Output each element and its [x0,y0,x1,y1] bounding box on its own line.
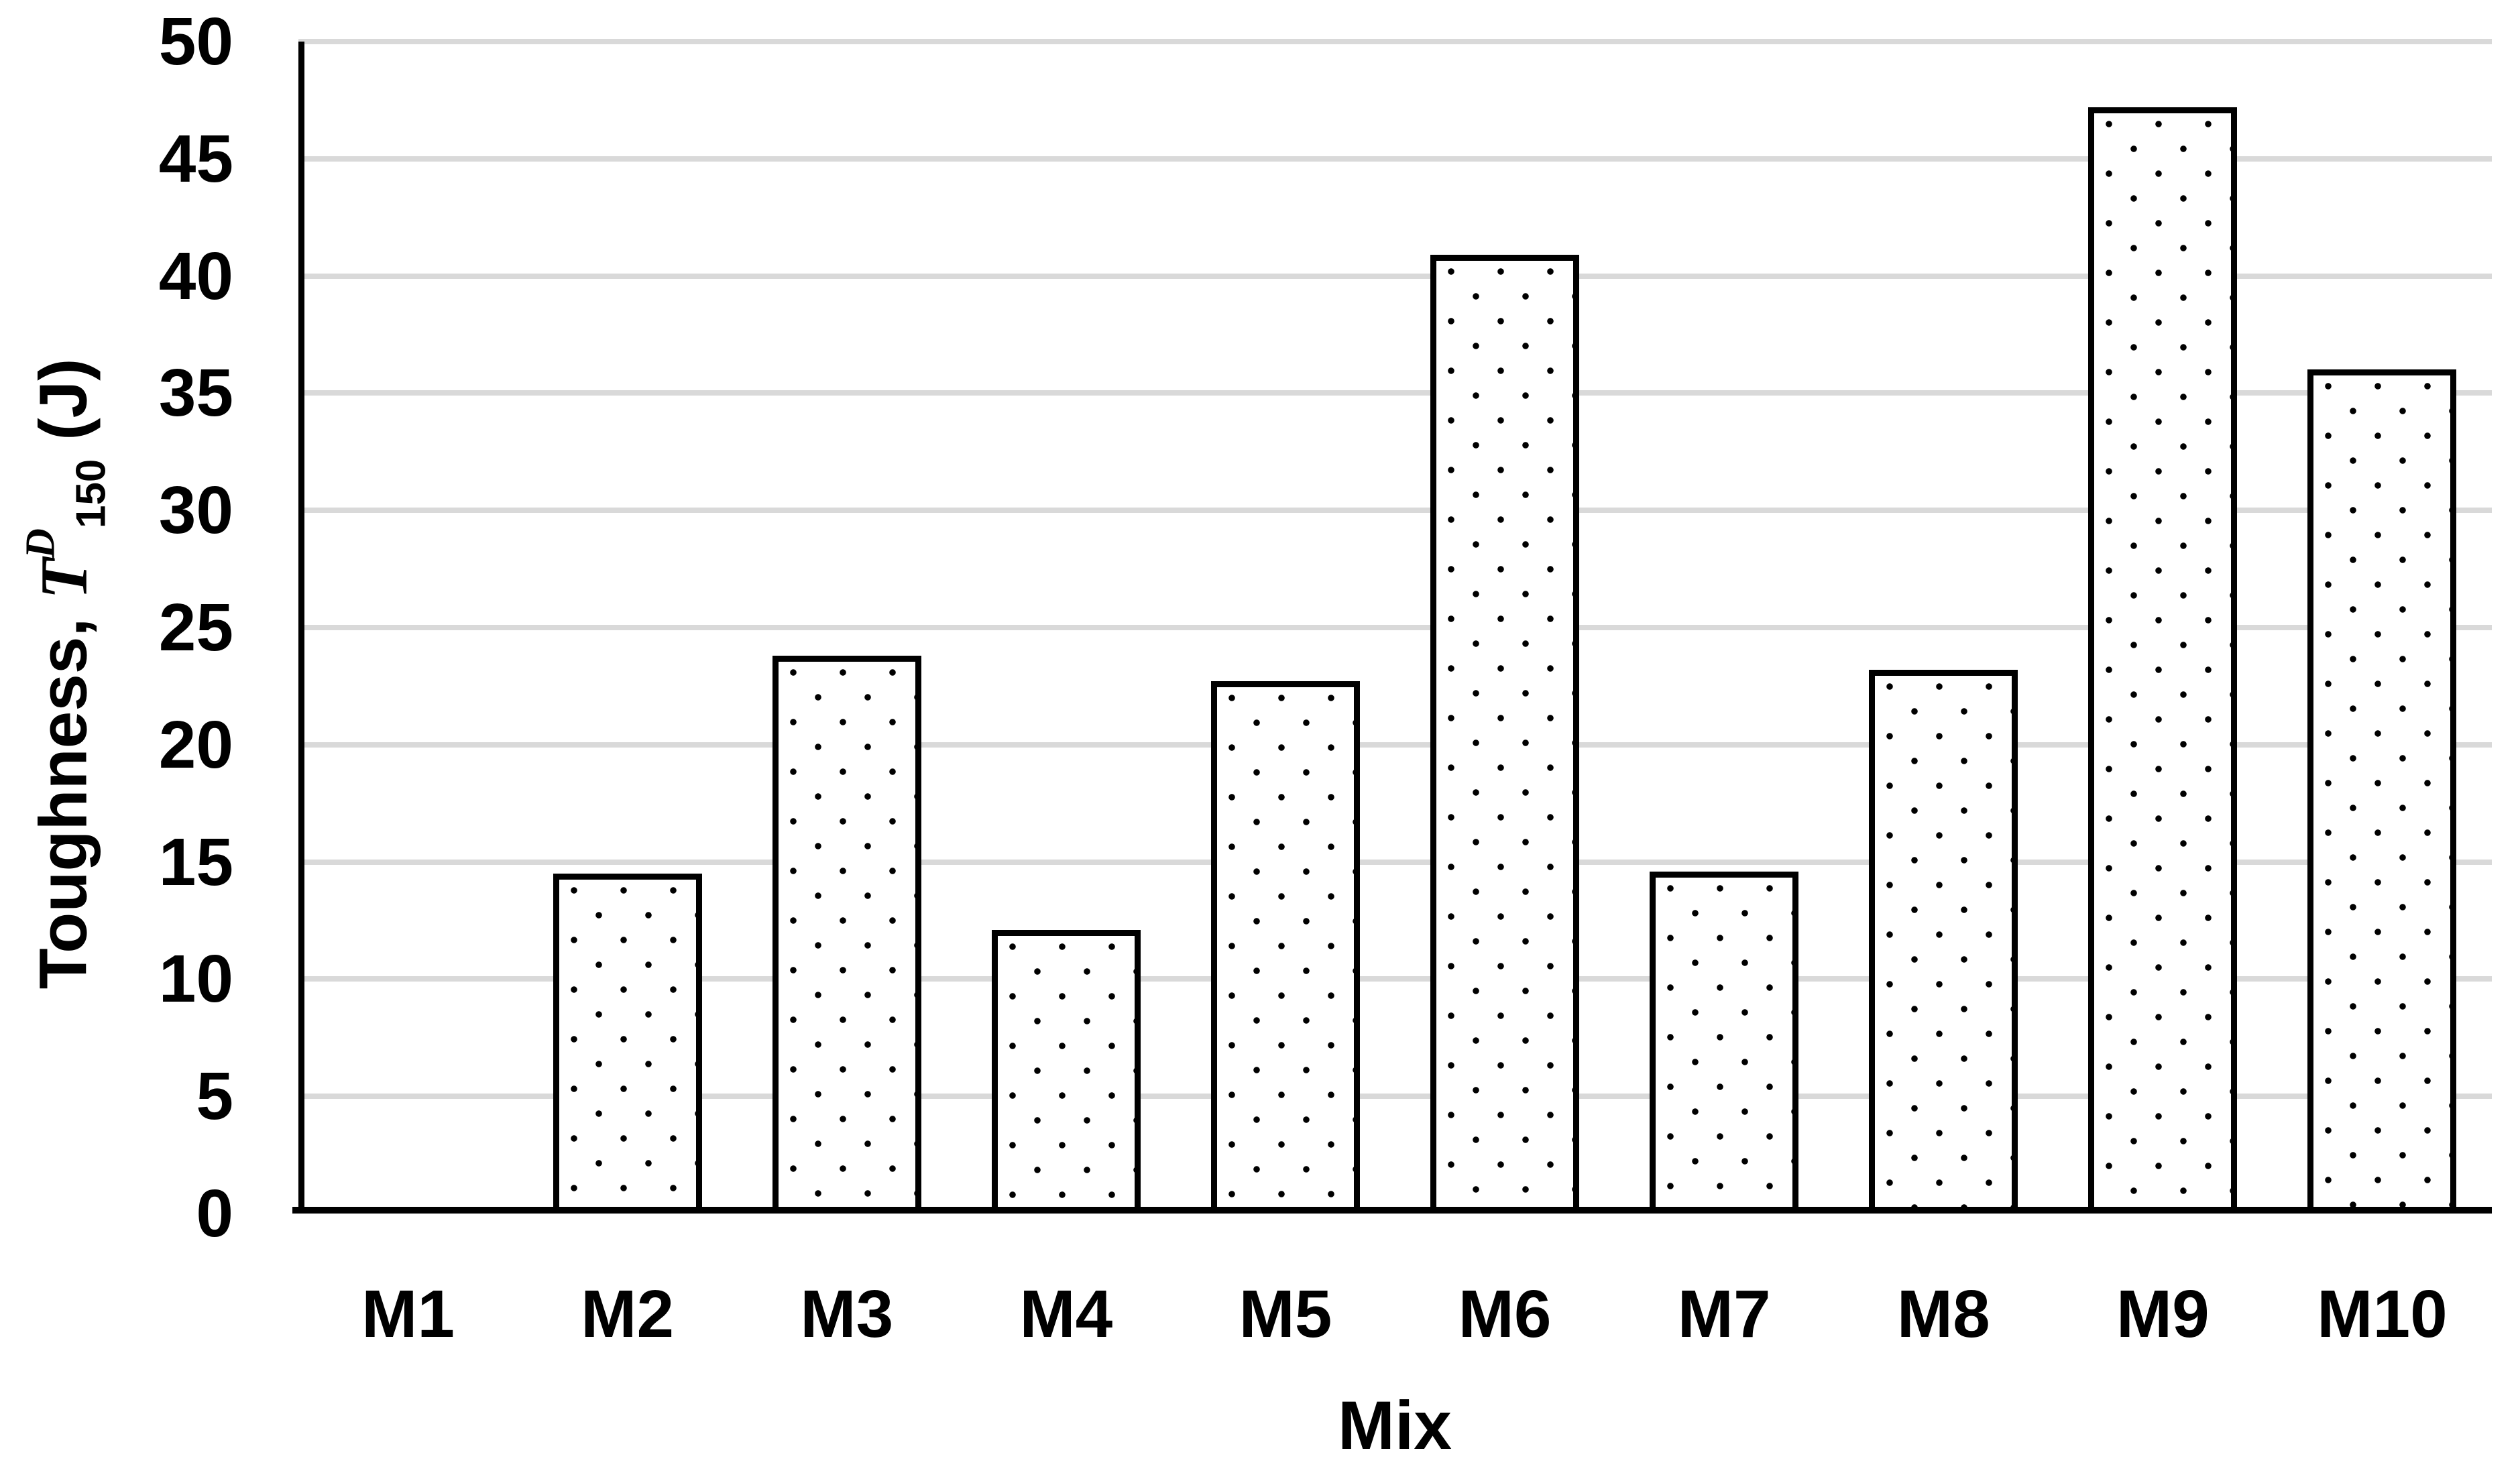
y-axis-title-symbol: T [26,558,101,599]
x-tick-label-M8: M8 [1896,1277,1990,1352]
gridline-50 [298,39,2492,44]
y-tick-label-50: 50 [158,4,233,79]
bar-M10 [2307,369,2457,1214]
gridline-40 [298,273,2492,279]
x-tick-label-M7: M7 [1677,1277,1771,1352]
gridline-20 [298,742,2492,748]
y-tick-label-30: 30 [158,473,233,548]
gridline-5 [298,1094,2492,1100]
y-tick-label-25: 25 [158,590,233,665]
x-tick-label-M5: M5 [1239,1277,1332,1352]
gridline-25 [298,625,2492,630]
bar-M7 [1650,871,1799,1214]
gridline-30 [298,508,2492,514]
bar-M9 [2088,107,2238,1214]
x-tick-label-M10: M10 [2317,1277,2448,1352]
y-tick-label-20: 20 [158,707,233,782]
bar-M4 [991,929,1141,1214]
bar-M8 [1869,669,2018,1214]
y-tick-label-5: 5 [196,1059,233,1134]
bar-M2 [553,874,702,1214]
x-tick-label-M1: M1 [361,1277,455,1352]
x-tick-label-M6: M6 [1458,1277,1552,1352]
y-axis-line [298,42,304,1214]
x-tick-label-M9: M9 [2116,1277,2210,1352]
y-axis-title-suffix: (J) [25,358,101,459]
y-tick-label-15: 15 [158,824,233,900]
x-tick-label-M4: M4 [1019,1277,1113,1352]
gridline-15 [298,859,2492,865]
y-tick-label-40: 40 [158,238,233,314]
y-axis-title-superscript: D [17,528,64,558]
x-axis-line [292,1207,2492,1214]
y-axis-title: Toughness, TD150 (J) [18,359,115,990]
x-axis-title: Mix [1337,1387,1452,1464]
y-tick-label-35: 35 [158,355,233,431]
y-axis-title-prefix: Toughness, [25,599,101,990]
gridline-45 [298,156,2492,162]
plot-area [292,39,2492,1214]
bar-M6 [1430,255,1580,1214]
bar-M5 [1210,681,1360,1214]
x-tick-label-M3: M3 [800,1277,894,1352]
y-tick-label-0: 0 [196,1176,233,1251]
gridline-35 [298,390,2492,396]
x-tick-label-M2: M2 [581,1277,675,1352]
gridline-10 [298,976,2492,982]
y-tick-label-10: 10 [158,941,233,1017]
bar-M3 [772,655,921,1214]
y-axis-title-subscript: 150 [68,459,115,529]
y-tick-label-45: 45 [158,121,233,196]
